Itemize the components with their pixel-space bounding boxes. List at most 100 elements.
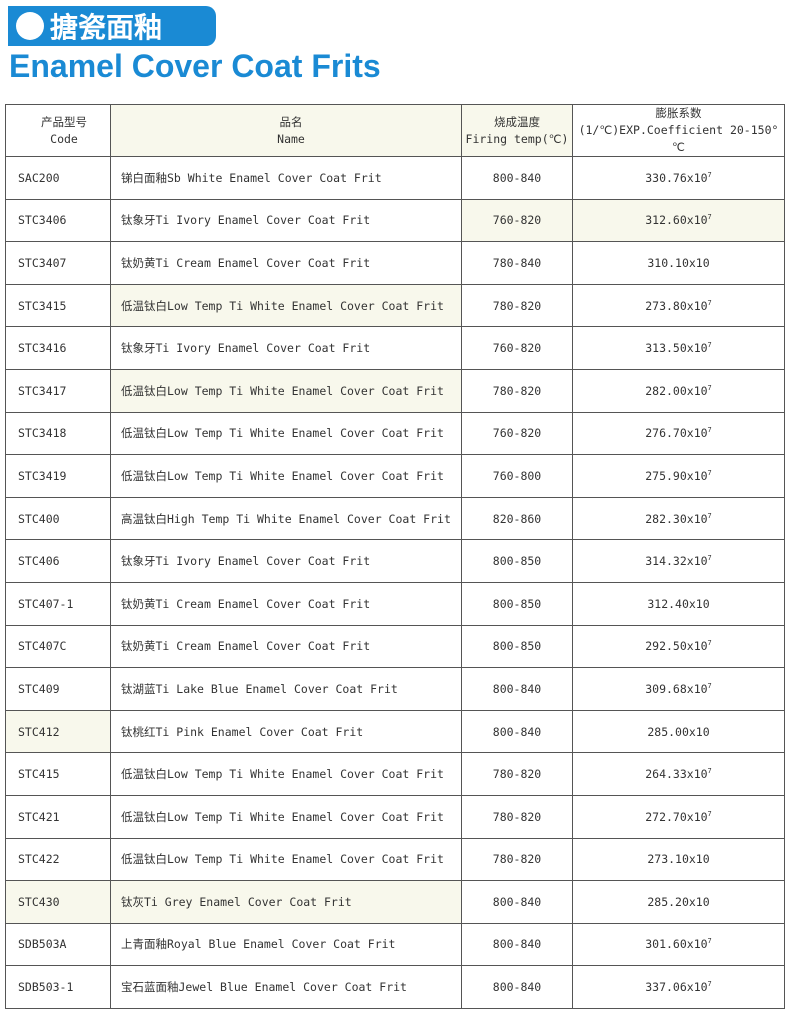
table-row: STC409 钛湖蓝Ti Lake Blue Enamel Cover Coat … [5,667,785,711]
coef-cell-text: 276.70x10 [645,426,708,441]
coef-cell: 282.30x107 [572,496,785,541]
table-row: SDB503-1 宝石蓝面釉Jewel Blue Enamel Cover Coa… [5,965,785,1009]
table-row: STC421 低温钛白Low Temp Ti White Enamel Cover… [5,794,785,839]
table-row: STC407C 钛奶黄Ti Cream Enamel Cover Coat Fri… [5,624,785,669]
temp-cell: 780-820 [461,283,573,328]
coef-cell-text: 310.10x10 [647,255,710,270]
page-title: Enamel Cover Coat Frits [9,48,381,84]
temp-cell-text: 800-850 [492,639,542,654]
coef-cell: 337.06x107 [572,965,785,1009]
exponent: 7 [707,426,712,435]
temp-cell: 780-820 [461,794,573,839]
table-row: STC407-1 钛奶黄Ti Cream Enamel Cover Coat Fr… [5,581,785,626]
table-row: STC3406 钛象牙Ti Ivory Enamel Cover Coat Fri… [5,198,785,243]
temp-cell: 760-820 [461,411,573,456]
exponent: 7 [707,682,712,691]
product-table: 产品型号 Code 品名 Name 烧成温度 Firing temp(℃) 膨胀系数 (… [5,104,785,1009]
coef-cell-text: 282.30x10 [645,511,708,526]
table-row: STC3418 低温钛白Low Temp Ti White Enamel Cove… [5,411,785,456]
temp-cell-text: 780-820 [492,767,542,782]
exponent: 7 [707,469,712,478]
code-cell: STC3406 [5,198,111,243]
coef-cell-text: 312.40x10 [647,596,710,611]
table-row: STC3419 低温钛白Low Temp Ti White Enamel Cove… [5,454,785,498]
code-cell-text: SDB503-1 [18,980,74,995]
name-cell-text: 锑白面釉Sb White Enamel Cover Coat Frit [121,170,382,185]
header-temp: 烧成温度 Firing temp(℃) [461,104,573,157]
coef-cell-text: 285.20x10 [647,894,710,909]
temp-cell-text: 780-820 [492,383,542,398]
coef-cell-text: 285.00x10 [647,724,710,739]
temp-cell: 800-840 [461,880,573,924]
temp-cell: 760-820 [461,326,573,370]
table-row: STC3415 低温钛白Low Temp Ti White Enamel Cove… [5,283,785,328]
coef-cell: 314.32x107 [572,539,785,583]
exponent: 7 [707,639,712,648]
header-name-en: Name [277,131,305,146]
table-row: STC3417 低温钛白Low Temp Ti White Enamel Cove… [5,368,785,413]
code-cell: SDB503A [5,922,111,967]
temp-cell-text: 780-840 [492,255,542,270]
temp-cell: 800-840 [461,965,573,1009]
temp-cell: 820-860 [461,496,573,541]
coef-cell-text: 282.00x10 [645,383,708,398]
temp-cell-text: 780-820 [492,852,542,867]
coef-cell: 276.70x107 [572,411,785,456]
temp-cell-text: 760-820 [492,341,542,356]
table-row: STC406 钛象牙Ti Ivory Enamel Cover Coat Frit… [5,539,785,583]
coef-cell-text: 273.10x10 [647,852,710,867]
code-cell: STC422 [5,837,111,882]
name-cell: 宝石蓝面釉Jewel Blue Enamel Cover Coat Frit [110,965,462,1009]
temp-cell: 800-840 [461,922,573,967]
code-cell: STC3419 [5,454,111,498]
table-row: SDB503A 上青面釉Royal Blue Enamel Cover Coat … [5,922,785,967]
exponent: 7 [707,170,712,179]
name-cell: 钛象牙Ti Ivory Enamel Cover Coat Frit [110,539,462,583]
table-header-row: 产品型号 Code 品名 Name 烧成温度 Firing temp(℃) 膨胀系数 (… [5,104,785,157]
temp-cell-text: 800-840 [492,724,542,739]
header-name-cn: 品名 [279,114,303,129]
coef-cell-text: 313.50x10 [645,341,708,356]
coef-cell-text: 292.50x10 [645,639,708,654]
banner-title: 搪瓷面釉 [50,11,163,44]
coef-cell-text: 314.32x10 [645,554,708,569]
coef-cell: 313.50x107 [572,326,785,370]
temp-cell-text: 760-820 [492,426,542,441]
temp-cell: 780-820 [461,368,573,413]
coef-cell: 301.60x107 [572,922,785,967]
name-cell: 低温钛白Low Temp Ti White Enamel Cover Coat … [110,794,462,839]
name-cell: 低温钛白Low Temp Ti White Enamel Cover Coat … [110,837,462,882]
code-cell: SDB503-1 [5,965,111,1009]
name-cell-text: 钛奶黄Ti Cream Enamel Cover Coat Frit [121,255,371,270]
temp-cell-text: 780-820 [492,298,542,313]
temp-cell-text: 780-820 [492,809,542,824]
code-cell: STC407C [5,624,111,669]
name-cell-text: 低温钛白Low Temp Ti White Enamel Cover Coat … [121,383,444,398]
code-cell: STC400 [5,496,111,541]
coef-cell-text: 275.90x10 [645,468,708,483]
circle-bullet-icon [16,12,44,40]
code-cell-text: STC415 [18,767,60,782]
coef-cell-text: 312.60x10 [645,213,708,228]
temp-cell: 800-850 [461,624,573,669]
name-cell: 钛奶黄Ti Cream Enamel Cover Coat Frit [110,624,462,669]
exponent: 7 [707,511,712,520]
name-cell: 低温钛白Low Temp Ti White Enamel Cover Coat … [110,283,462,328]
code-cell-text: STC3416 [18,341,67,356]
code-cell-text: STC3406 [18,213,67,228]
header-code-en: Code [50,131,78,146]
table-row: STC415 低温钛白Low Temp Ti White Enamel Cover… [5,752,785,796]
temp-cell-text: 800-850 [492,596,542,611]
code-cell-text: STC407-1 [18,596,74,611]
name-cell-text: 宝石蓝面釉Jewel Blue Enamel Cover Coat Frit [121,980,407,995]
temp-cell-text: 800-840 [492,894,542,909]
coef-cell-text: 272.70x10 [645,809,708,824]
coef-cell-text: 273.80x10 [645,298,708,313]
name-cell: 低温钛白Low Temp Ti White Enamel Cover Coat … [110,752,462,796]
temp-cell: 800-840 [461,667,573,711]
code-cell-text: STC3415 [18,298,67,313]
name-cell-text: 钛象牙Ti Ivory Enamel Cover Coat Frit [121,554,371,569]
coef-cell: 275.90x107 [572,454,785,498]
coef-cell-text: 301.60x10 [645,937,708,952]
header-name: 品名 Name [110,104,462,157]
